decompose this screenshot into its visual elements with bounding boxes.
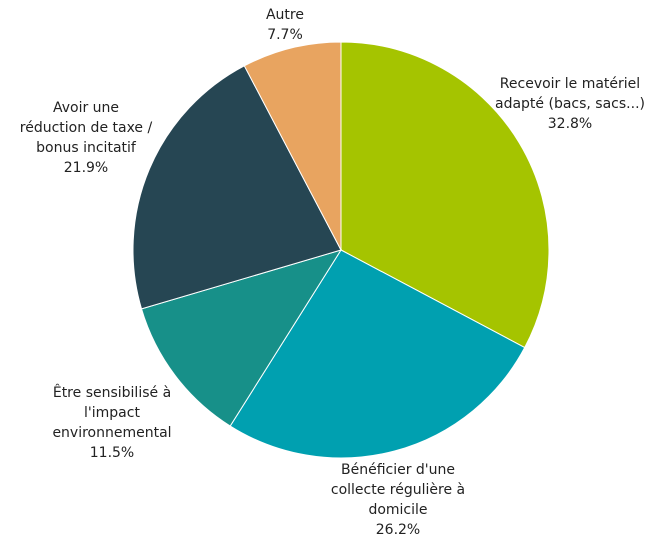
slice-label-4: Autre 7.7% (266, 7, 304, 43)
slice-label-line: réduction de taxe / (20, 120, 153, 136)
pie-labels: Recevoir le matériel adapté (bacs, sacs..… (20, 7, 645, 538)
slice-label-1: Bénéficier d'une collecte régulière à domi… (331, 462, 465, 538)
slice-value-label: 32.8% (548, 116, 592, 132)
slice-label-line: Autre (266, 7, 304, 23)
slice-label-3: Avoir une réduction de taxe / bonus incita… (20, 100, 153, 176)
slice-label-line: Bénéficier d'une (341, 462, 455, 478)
pie-slice-1 (229, 249, 526, 459)
pie-slice-0 (340, 41, 550, 349)
slice-value-label: 11.5% (90, 445, 134, 461)
slice-label-line: Être sensibilisé à (53, 383, 171, 401)
slice-label-line: Avoir une (53, 100, 119, 116)
slice-label-line: bonus incitatif (36, 140, 137, 156)
slice-value-label: 7.7% (267, 27, 303, 43)
pie-slice-4 (243, 41, 342, 251)
slice-label-line: environnemental (52, 425, 171, 441)
slice-label-2: Être sensibilisé à l'impact environnementa… (52, 383, 171, 461)
slice-value-label: 21.9% (64, 160, 108, 176)
slice-label-line: collecte régulière à (331, 482, 465, 498)
slice-label-line: adapté (bacs, sacs...) (495, 96, 645, 112)
pie-slice-2 (140, 249, 343, 427)
slice-label-line: domicile (368, 502, 427, 518)
pie-slice-3 (132, 65, 342, 310)
slice-label-line: Recevoir le matériel (500, 76, 640, 92)
pie-slices (132, 41, 550, 459)
slice-label-line: l'impact (84, 405, 140, 421)
slice-value-label: 26.2% (376, 522, 420, 538)
slice-label-0: Recevoir le matériel adapté (bacs, sacs..… (495, 76, 645, 132)
